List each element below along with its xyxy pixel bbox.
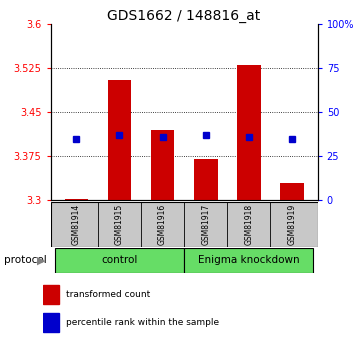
Text: Enigma knockdown: Enigma knockdown <box>198 256 300 265</box>
Text: GSM81917: GSM81917 <box>201 204 210 245</box>
Bar <box>151 130 174 200</box>
Bar <box>194 159 217 200</box>
Text: percentile rank within the sample: percentile rank within the sample <box>66 318 219 327</box>
Bar <box>43 313 59 332</box>
Title: GDS1662 / 148816_at: GDS1662 / 148816_at <box>108 9 261 23</box>
Text: transformed count: transformed count <box>66 290 150 299</box>
Text: GSM81915: GSM81915 <box>115 204 124 245</box>
Text: control: control <box>101 256 138 265</box>
Bar <box>43 285 59 304</box>
Bar <box>65 199 88 200</box>
FancyBboxPatch shape <box>55 248 184 273</box>
Bar <box>108 80 131 200</box>
FancyBboxPatch shape <box>184 248 313 273</box>
Text: protocol: protocol <box>4 256 46 265</box>
FancyBboxPatch shape <box>51 202 318 247</box>
Text: ▶: ▶ <box>37 256 46 265</box>
Text: GSM81918: GSM81918 <box>244 204 253 245</box>
Text: GSM81916: GSM81916 <box>158 204 167 245</box>
Bar <box>237 65 261 200</box>
Bar <box>280 183 304 200</box>
Text: GSM81914: GSM81914 <box>72 204 81 245</box>
Text: GSM81919: GSM81919 <box>287 204 296 245</box>
